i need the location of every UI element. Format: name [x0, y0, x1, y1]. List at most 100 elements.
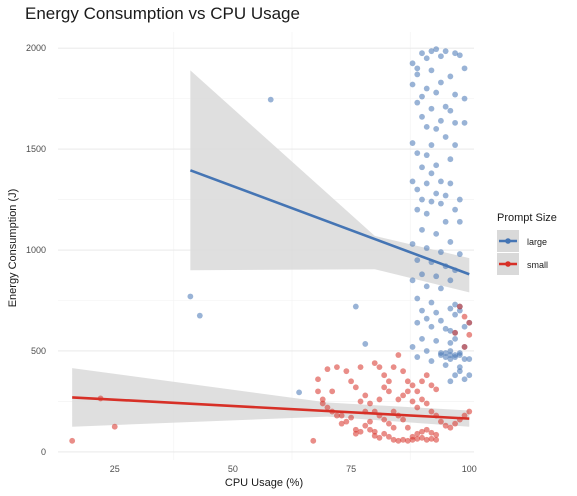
point-small	[386, 378, 392, 385]
point-small	[461, 313, 468, 320]
point-large	[409, 140, 416, 146]
x-tick-label: 100	[462, 464, 477, 474]
point-large	[428, 358, 435, 364]
point-small	[381, 372, 388, 379]
point-large	[438, 79, 444, 86]
y-tick-label: 2000	[26, 43, 46, 53]
point-small	[414, 388, 421, 395]
point-large	[466, 356, 473, 362]
point-small	[433, 436, 440, 443]
point-large	[452, 50, 458, 57]
point-large	[438, 178, 444, 185]
point-small	[414, 404, 421, 411]
point-small	[362, 392, 369, 399]
point-large	[196, 312, 203, 319]
point-small	[367, 418, 373, 425]
point-large	[409, 277, 416, 284]
point-small	[404, 424, 411, 431]
point-large	[447, 340, 454, 346]
point-small	[404, 437, 411, 444]
point-large	[428, 105, 435, 112]
point-large	[428, 48, 435, 55]
point-small	[386, 433, 392, 440]
point-large	[352, 303, 359, 310]
confidence-ribbons	[72, 70, 470, 427]
point-small	[386, 420, 392, 427]
fit-line-large	[189, 169, 470, 276]
point-large	[447, 277, 454, 284]
point-small	[343, 418, 350, 425]
point-small	[409, 398, 416, 405]
point-large	[447, 352, 454, 358]
point-small	[357, 364, 364, 371]
point-large	[442, 192, 449, 199]
point-small	[466, 331, 473, 338]
point-large	[409, 81, 416, 88]
point-large	[447, 239, 454, 245]
point-large	[447, 305, 454, 312]
point-small	[400, 392, 406, 399]
point-small	[390, 436, 397, 443]
legend-label-large: large	[527, 237, 547, 247]
point-large	[423, 55, 430, 62]
point-small	[400, 436, 406, 443]
point-large	[414, 99, 421, 106]
point-small	[428, 435, 435, 442]
point-large	[423, 315, 430, 322]
point-small	[419, 434, 425, 441]
point-small	[319, 396, 326, 403]
data-points	[69, 46, 473, 444]
point-large	[438, 249, 444, 255]
legend-point-large	[505, 238, 511, 244]
fit-lines	[72, 169, 470, 420]
point-small	[433, 431, 440, 438]
point-large	[452, 335, 458, 342]
point-small	[329, 388, 336, 395]
point-large	[452, 354, 458, 360]
y-tick-label: 500	[31, 346, 46, 356]
x-axis-title: CPU Usage (%)	[225, 477, 303, 489]
point-large	[447, 180, 454, 187]
point-large	[419, 271, 425, 278]
point-small	[376, 396, 383, 403]
point-large	[423, 245, 430, 251]
point-large	[414, 65, 421, 72]
chart-title: Energy Consumption vs CPU Usage	[25, 4, 300, 23]
point-small	[343, 368, 350, 375]
point-large	[461, 323, 468, 330]
point-small	[381, 384, 388, 391]
point-small	[357, 398, 364, 405]
point-small	[334, 412, 340, 419]
point-small	[466, 319, 473, 326]
point-large	[428, 142, 435, 148]
point-large	[428, 198, 435, 205]
point-large	[423, 152, 430, 159]
point-large	[438, 53, 444, 60]
point-large	[447, 356, 454, 362]
point-small	[423, 372, 430, 379]
point-small	[428, 382, 435, 389]
point-large	[187, 293, 194, 300]
legend-title: Prompt Size	[497, 212, 557, 224]
point-small	[376, 364, 383, 371]
point-large	[456, 52, 463, 59]
point-large	[423, 210, 430, 217]
point-large	[423, 283, 430, 290]
point-large	[452, 301, 458, 308]
point-large	[442, 48, 449, 55]
point-small	[352, 426, 359, 433]
point-small	[371, 428, 378, 435]
point-small	[452, 329, 458, 336]
point-small	[419, 396, 425, 403]
point-small	[371, 432, 378, 439]
point-small	[419, 378, 425, 385]
point-small	[386, 388, 392, 395]
point-large	[419, 307, 425, 314]
point-large	[452, 311, 458, 318]
point-large	[461, 376, 468, 383]
point-large	[409, 178, 416, 185]
point-small	[400, 368, 406, 375]
point-small	[371, 360, 378, 366]
point-large	[456, 350, 463, 356]
